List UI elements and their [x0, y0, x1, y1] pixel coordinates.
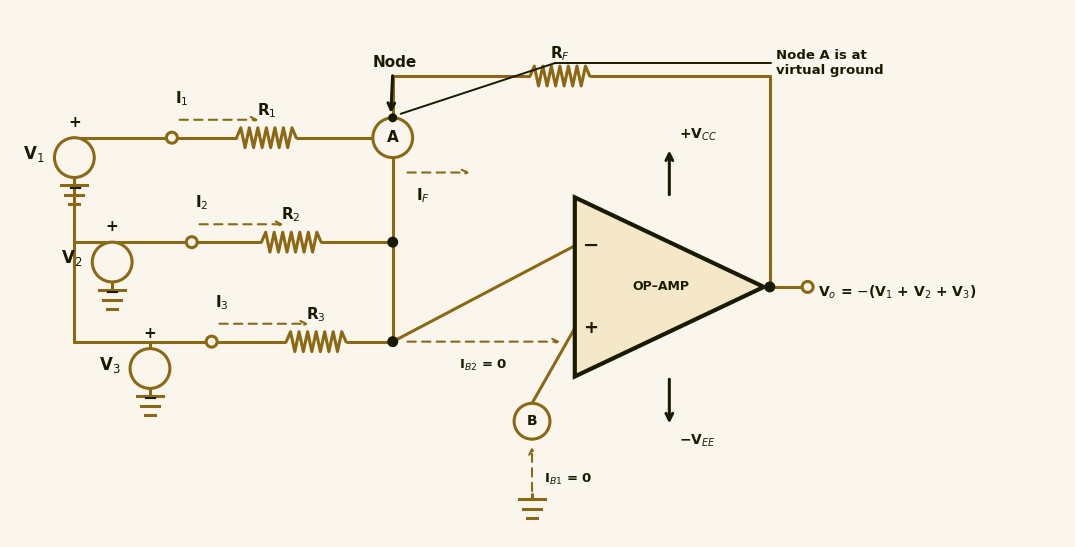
Circle shape	[802, 282, 813, 293]
Text: I$_F$: I$_F$	[416, 187, 430, 205]
Text: I$_{B2}$ = 0: I$_{B2}$ = 0	[459, 358, 508, 373]
Circle shape	[92, 242, 132, 282]
Text: I$_2$: I$_2$	[195, 194, 209, 212]
Text: I$_{B1}$ = 0: I$_{B1}$ = 0	[544, 472, 592, 486]
Text: +: +	[584, 319, 598, 337]
Text: Node A is at
virtual ground: Node A is at virtual ground	[776, 49, 884, 77]
Text: +: +	[68, 115, 81, 130]
Text: −: −	[583, 236, 599, 255]
Text: V$_2$: V$_2$	[61, 248, 83, 268]
Text: V$_o$ = $-$(V$_1$ + V$_2$ + V$_3$): V$_o$ = $-$(V$_1$ + V$_2$ + V$_3$)	[818, 283, 976, 301]
Text: −: −	[67, 179, 82, 197]
Text: +: +	[105, 219, 118, 234]
Text: A: A	[387, 130, 399, 145]
Text: V$_1$: V$_1$	[23, 144, 44, 164]
Circle shape	[514, 403, 550, 439]
Circle shape	[388, 237, 398, 247]
Circle shape	[130, 348, 170, 388]
Text: I$_1$: I$_1$	[175, 89, 188, 108]
Text: Node: Node	[373, 55, 417, 70]
Polygon shape	[575, 197, 764, 376]
Text: R$_F$: R$_F$	[549, 44, 570, 63]
Text: B: B	[527, 414, 538, 428]
Text: −: −	[142, 391, 158, 409]
Circle shape	[373, 118, 413, 158]
Circle shape	[206, 336, 217, 347]
Circle shape	[389, 114, 397, 121]
Text: I$_3$: I$_3$	[215, 293, 228, 312]
Text: R$_3$: R$_3$	[306, 305, 326, 324]
Text: −: −	[104, 284, 119, 302]
Circle shape	[765, 282, 775, 292]
Text: R$_1$: R$_1$	[257, 101, 276, 120]
Text: +: +	[144, 325, 156, 341]
Circle shape	[167, 132, 177, 143]
Text: OP–AMP: OP–AMP	[633, 281, 690, 293]
Text: V$_3$: V$_3$	[99, 354, 120, 375]
Circle shape	[388, 337, 398, 346]
Circle shape	[55, 138, 95, 177]
Text: R$_2$: R$_2$	[282, 206, 301, 224]
Text: +V$_{CC}$: +V$_{CC}$	[679, 126, 717, 143]
Circle shape	[186, 237, 197, 248]
Text: −V$_{EE}$: −V$_{EE}$	[679, 432, 716, 449]
